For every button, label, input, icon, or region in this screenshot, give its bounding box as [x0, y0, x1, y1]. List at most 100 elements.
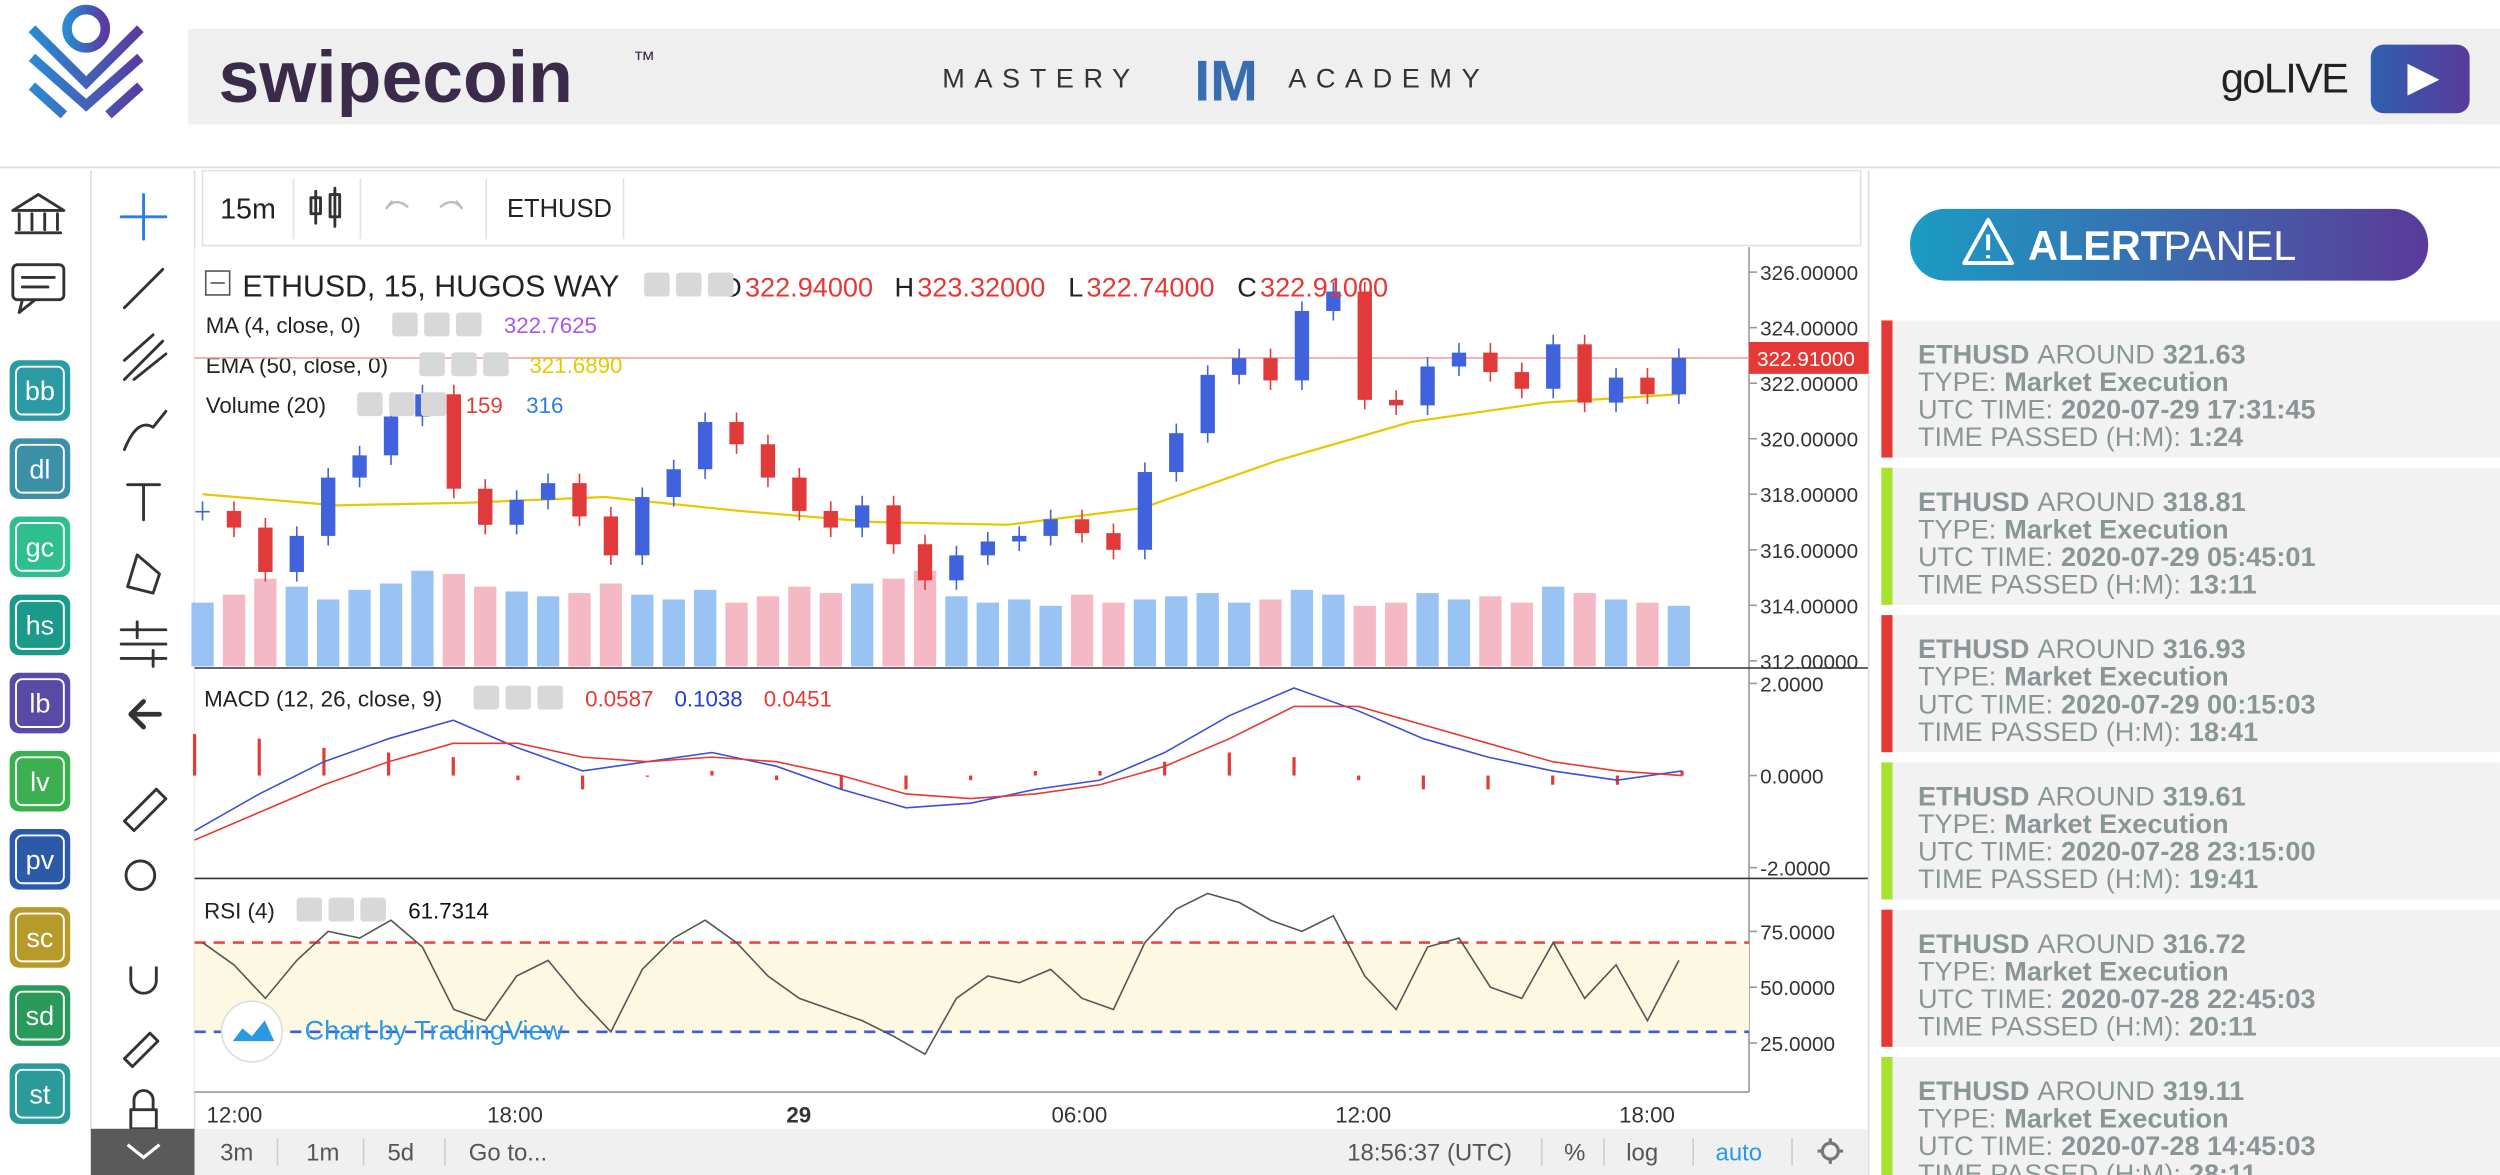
- alert-status: [1881, 909, 1893, 1047]
- alert-card[interactable]: [1881, 320, 2500, 458]
- app-tile[interactable]: [9, 672, 71, 734]
- candle-body: [540, 483, 556, 500]
- candle-type[interactable]: [309, 186, 342, 228]
- candle-body: [1012, 535, 1027, 542]
- app-tile[interactable]: [9, 829, 71, 890]
- trend-line-tool[interactable]: [122, 268, 165, 310]
- candle-body: [1326, 291, 1341, 311]
- golive[interactable]: goLIVE: [2221, 54, 2349, 101]
- legend-icon[interactable]: [296, 897, 323, 922]
- app-tile[interactable]: [9, 750, 71, 812]
- volume-bar: [851, 583, 874, 667]
- volume-bar: [1008, 599, 1031, 667]
- volume-bar: [1070, 594, 1094, 667]
- candle-body: [1577, 344, 1592, 403]
- alert-card[interactable]: [1881, 762, 2500, 900]
- volume-bar: [1667, 605, 1691, 667]
- app-label: dl: [29, 453, 50, 484]
- legend-icon[interactable]: [419, 352, 445, 377]
- text-tool[interactable]: [126, 483, 161, 522]
- candle-body: [1263, 358, 1278, 381]
- app-tile[interactable]: [9, 907, 71, 968]
- app-tile[interactable]: [9, 516, 71, 578]
- fib-tool[interactable]: [122, 333, 168, 381]
- lock-draw-tool[interactable]: [122, 1031, 160, 1069]
- crosshair-tool[interactable]: [119, 193, 168, 241]
- legend-icon[interactable]: [537, 685, 563, 710]
- interval[interactable]: 15m: [220, 193, 276, 225]
- legend-icon[interactable]: [707, 272, 734, 297]
- bank-icon[interactable]: [11, 193, 66, 235]
- app-tile[interactable]: [9, 985, 71, 1046]
- alert-card[interactable]: [1881, 1057, 2500, 1175]
- undo[interactable]: [384, 200, 409, 210]
- measure-tool[interactable]: [119, 620, 168, 668]
- academy-left: MASTERY: [942, 63, 1139, 94]
- alert-line: TIME PASSED (H:M): 20:11: [1918, 1010, 2257, 1041]
- magnet-tool[interactable]: [129, 966, 158, 995]
- legend-icon[interactable]: [392, 312, 418, 337]
- candle-body: [226, 510, 242, 528]
- pattern-tool[interactable]: [126, 553, 161, 595]
- axis-option[interactable]: %: [1564, 1140, 1585, 1167]
- collapse-legend[interactable]: [204, 270, 231, 296]
- tv-logo[interactable]: [220, 1000, 284, 1063]
- alert-card[interactable]: [1881, 909, 2500, 1047]
- legend-icon[interactable]: [505, 685, 531, 710]
- range-button[interactable]: 1m: [306, 1140, 339, 1167]
- candle-body: [321, 477, 336, 536]
- alert-key: AROUND: [2037, 486, 2154, 517]
- legend-icon[interactable]: [389, 392, 415, 417]
- candle-body: [352, 455, 367, 478]
- candle-body: [697, 422, 713, 470]
- legend-icon[interactable]: [420, 392, 447, 417]
- candle-body: [1546, 344, 1561, 389]
- time-label: 18:00: [1619, 1102, 1675, 1127]
- legend-icon[interactable]: [644, 272, 670, 297]
- legend-icon[interactable]: [328, 897, 355, 922]
- brush-tool[interactable]: [122, 409, 168, 452]
- app-tile[interactable]: [9, 594, 71, 656]
- app-tile[interactable]: [9, 360, 71, 421]
- redo[interactable]: [439, 200, 464, 210]
- alert-panel-button[interactable]: [1910, 208, 2429, 281]
- range-button[interactable]: 5d: [387, 1140, 414, 1167]
- goto[interactable]: Go to...: [469, 1140, 547, 1167]
- app-tile-inner: [15, 1068, 65, 1119]
- app-tile[interactable]: [9, 438, 71, 500]
- alert-line: ETHUSD AROUND 318.81: [1918, 486, 2246, 517]
- alert-value: 2020-07-29 05:45:01: [2061, 541, 2316, 572]
- macd-histogram: [1486, 775, 1490, 790]
- legend-icon[interactable]: [456, 312, 482, 337]
- legend-icon[interactable]: [360, 897, 386, 922]
- legend-icon[interactable]: [357, 392, 383, 417]
- legend-icon[interactable]: [676, 272, 702, 297]
- candle-body: [1169, 433, 1184, 473]
- legend-icon[interactable]: [451, 352, 477, 377]
- axis-option[interactable]: log: [1626, 1140, 1658, 1167]
- alert-card[interactable]: [1881, 615, 2500, 753]
- alert-key: TIME PASSED (H:M):: [1918, 421, 2181, 452]
- legend-icon[interactable]: [424, 312, 450, 337]
- alert-value: 2020-07-28 22:45:03: [2061, 983, 2316, 1014]
- candle-body: [792, 477, 807, 511]
- ruler-tool[interactable]: [122, 787, 168, 833]
- alert-card[interactable]: [1881, 467, 2500, 605]
- range-button[interactable]: 3m: [220, 1140, 253, 1167]
- alert-value: Market Execution: [2004, 513, 2228, 544]
- collapse-bar[interactable]: [90, 1128, 195, 1175]
- app-tile[interactable]: [9, 1063, 71, 1124]
- symbol[interactable]: ETHUSD: [507, 195, 612, 223]
- legend-icon[interactable]: [483, 352, 509, 377]
- candle-body: [603, 516, 619, 556]
- alert-key: TYPE:: [1918, 955, 1996, 986]
- zoom-tool[interactable]: [124, 859, 157, 892]
- legend-icon[interactable]: [473, 685, 500, 710]
- watermark[interactable]: Chart by TradingView: [305, 1014, 564, 1045]
- chat-icon[interactable]: [11, 263, 66, 314]
- candle-body: [949, 555, 964, 581]
- price-tick-label: 318.00000: [1760, 484, 1858, 507]
- candle-body: [1388, 399, 1404, 406]
- back-tool[interactable]: [128, 699, 162, 730]
- axis-option[interactable]: auto: [1716, 1140, 1763, 1167]
